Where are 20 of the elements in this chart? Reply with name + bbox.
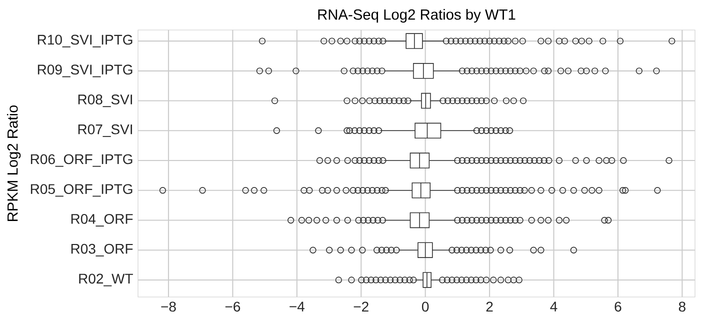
y-tick-label: R06_ORF_IPTG	[30, 154, 132, 167]
x-tick-label: 0	[422, 302, 429, 312]
x-tick-label: −6	[225, 302, 240, 312]
y-tick-label: R04_ORF	[71, 214, 133, 227]
y-tick-label: R03_ORF	[71, 244, 133, 256]
y-tick-label: R09_SVI_IPTG	[38, 64, 132, 78]
chart-title: RNA-Seq Log2 Ratios by WT1	[318, 8, 516, 23]
x-tick-label: 6	[614, 302, 622, 312]
y-tick-label: R05_ORF_IPTG	[30, 184, 132, 197]
x-tick-label: 2	[486, 302, 493, 312]
x-tick-label: −8	[161, 302, 176, 312]
x-tick-label: 4	[550, 302, 558, 312]
y-tick-label: R07_SVI	[78, 124, 132, 137]
y-tick-label: R08_SVI	[78, 94, 132, 108]
y-tick-label: R02_WT	[79, 274, 133, 286]
x-tick-label: −4	[290, 302, 304, 312]
x-tick-label: −2	[354, 302, 368, 312]
y-axis-title: RPKM Log2 Ratio	[6, 105, 21, 221]
x-tick-label: 8	[678, 302, 686, 312]
y-tick-label: R10_SVI_IPTG	[38, 34, 132, 48]
